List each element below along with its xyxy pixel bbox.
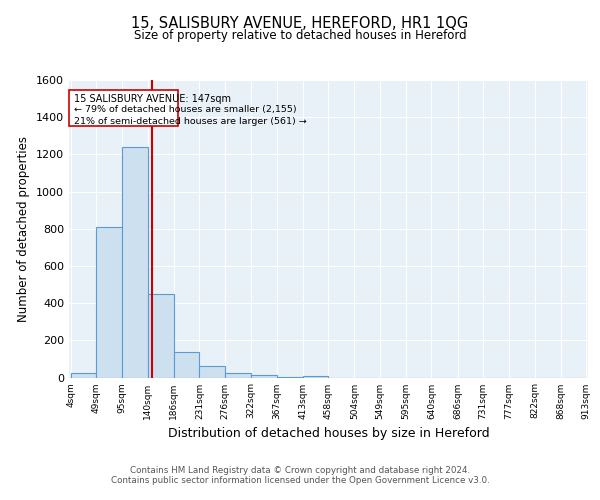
X-axis label: Distribution of detached houses by size in Hereford: Distribution of detached houses by size … [167, 427, 490, 440]
Bar [199, 366, 225, 378]
Text: ← 79% of detached houses are smaller (2,155): ← 79% of detached houses are smaller (2,… [74, 106, 296, 114]
Bar [174, 352, 199, 378]
Bar [302, 376, 328, 378]
Bar [122, 147, 148, 378]
Text: 15, SALISBURY AVENUE, HEREFORD, HR1 1QG: 15, SALISBURY AVENUE, HEREFORD, HR1 1QG [131, 16, 469, 31]
Text: 21% of semi-detached houses are larger (561) →: 21% of semi-detached houses are larger (… [74, 117, 306, 126]
Text: Contains HM Land Registry data © Crown copyright and database right 2024.: Contains HM Land Registry data © Crown c… [130, 466, 470, 475]
Bar [225, 373, 251, 378]
Text: 15 SALISBURY AVENUE: 147sqm: 15 SALISBURY AVENUE: 147sqm [74, 94, 230, 104]
Bar [148, 294, 174, 378]
Text: Size of property relative to detached houses in Hereford: Size of property relative to detached ho… [134, 29, 466, 42]
FancyBboxPatch shape [69, 90, 178, 126]
Bar [96, 227, 122, 378]
Y-axis label: Number of detached properties: Number of detached properties [17, 136, 31, 322]
Bar [277, 376, 302, 378]
Text: Contains public sector information licensed under the Open Government Licence v3: Contains public sector information licen… [110, 476, 490, 485]
Bar [251, 374, 277, 378]
Bar [71, 373, 96, 378]
